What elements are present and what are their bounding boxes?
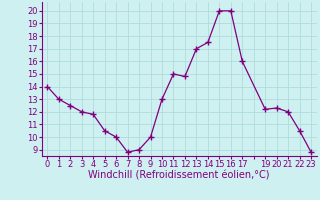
X-axis label: Windchill (Refroidissement éolien,°C): Windchill (Refroidissement éolien,°C) xyxy=(88,171,270,181)
